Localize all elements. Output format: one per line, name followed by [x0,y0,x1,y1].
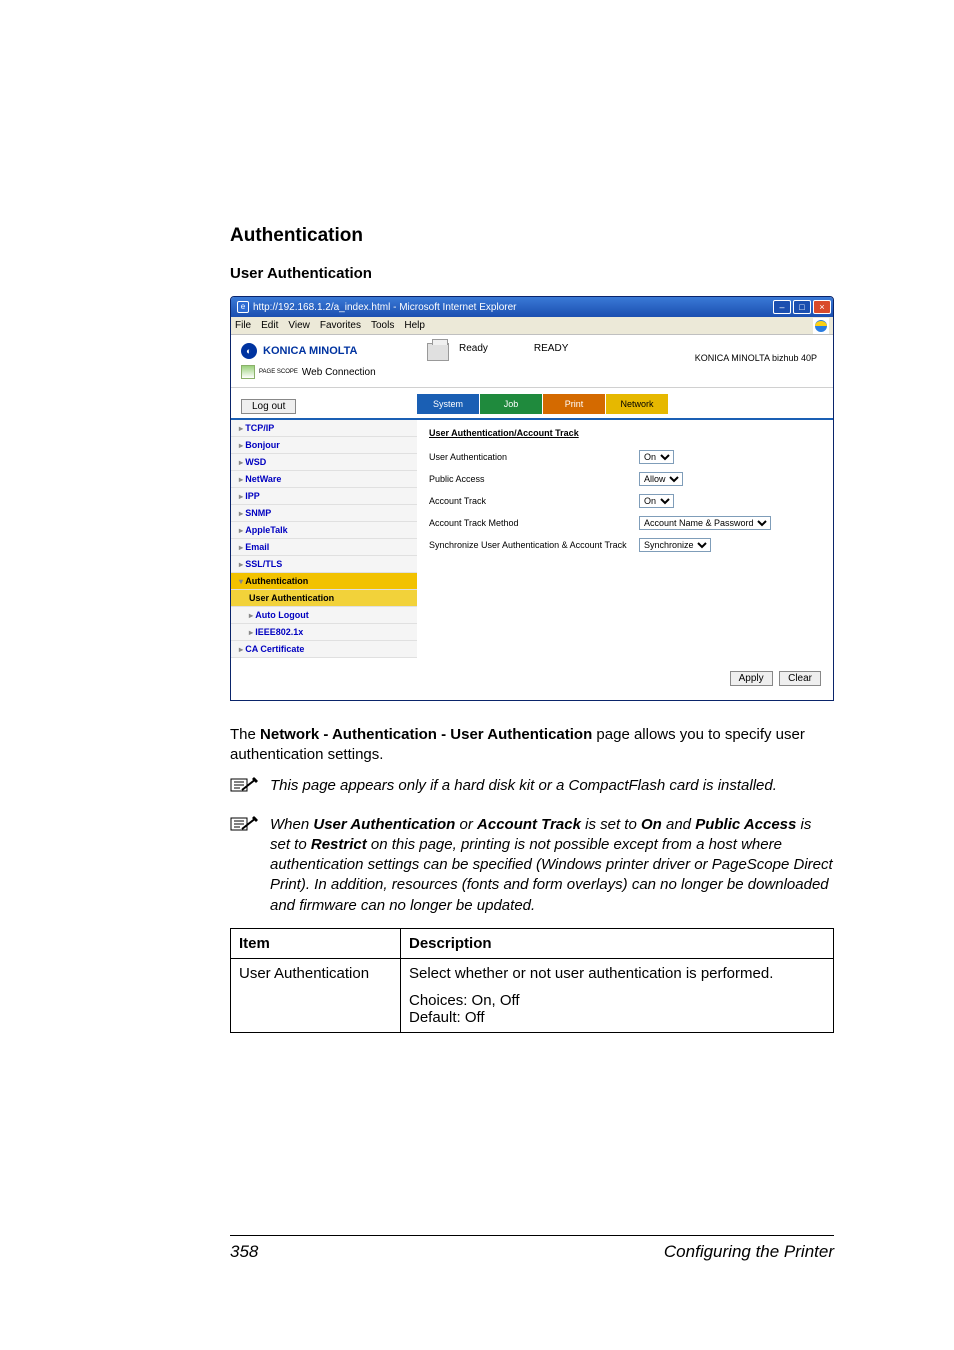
select-user-auth[interactable]: On [639,450,674,464]
window-close-button[interactable]: × [813,300,831,314]
sidebar-item-appletalk[interactable]: AppleTalk [231,522,417,539]
tab-system[interactable]: System [417,394,480,414]
menu-help[interactable]: Help [404,320,425,331]
menu-view[interactable]: View [288,320,310,331]
ie-logo-icon [813,318,829,334]
browser-window: e http://192.168.1.2/a_index.html - Micr… [230,296,834,701]
sidebar-sub-user-auth[interactable]: User Authentication [231,590,417,607]
tab-network[interactable]: Network [606,394,669,414]
logout-button[interactable]: Log out [241,399,296,414]
sidebar-sub-auto-logout[interactable]: Auto Logout [231,607,417,624]
page-footer: 358 Configuring the Printer [230,1235,834,1262]
pagescope-icon [241,365,255,379]
status-ready-big: READY [534,343,568,354]
td-desc-user-auth: Select whether or not user authenticatio… [401,958,834,1032]
printer-icon [427,343,449,361]
select-account-track[interactable]: On [639,494,674,508]
th-description: Description [401,928,834,958]
sidebar: TCP/IP Bonjour WSD NetWare IPP SNMP Appl… [231,420,417,658]
brand-name: KONICA MINOLTA [263,345,358,357]
menu-file[interactable]: File [235,320,251,331]
footer-title: Configuring the Printer [664,1242,834,1262]
window-maximize-button[interactable]: □ [793,300,811,314]
th-item: Item [231,928,401,958]
label-user-auth: User Authentication [429,452,639,462]
form-title: User Authentication/Account Track [429,428,821,438]
heading-authentication: Authentication [230,225,834,247]
window-minimize-button[interactable]: – [773,300,791,314]
brand-dot-icon: ◐ [241,343,257,359]
menu-favorites[interactable]: Favorites [320,320,361,331]
heading-user-authentication: User Authentication [230,265,834,282]
tab-job[interactable]: Job [480,394,543,414]
label-account-track: Account Track [429,496,639,506]
sidebar-sub-ieee[interactable]: IEEE802.1x [231,624,417,641]
status-ready-label: Ready [459,343,488,354]
description-table: Item Description User Authentication Sel… [230,928,834,1033]
clear-button[interactable]: Clear [779,671,821,686]
intro-paragraph: The Network - Authentication - User Auth… [230,725,834,766]
menu-tools[interactable]: Tools [371,320,394,331]
sidebar-item-snmp[interactable]: SNMP [231,505,417,522]
tab-print[interactable]: Print [543,394,606,414]
select-sync[interactable]: Synchronize [639,538,711,552]
apply-button[interactable]: Apply [730,671,773,686]
form-area: User Authentication/Account Track User A… [417,420,833,658]
note-icon [230,815,258,916]
select-account-method[interactable]: Account Name & Password [639,516,771,530]
pagescope-prefix: PAGE SCOPE [259,369,298,375]
ie-icon: e [237,301,249,313]
sidebar-item-ipp[interactable]: IPP [231,488,417,505]
label-account-method: Account Track Method [429,518,639,528]
label-public-access: Public Access [429,474,639,484]
sidebar-item-authentication[interactable]: Authentication [231,573,417,590]
note-icon [230,776,258,803]
sidebar-item-netware[interactable]: NetWare [231,471,417,488]
sidebar-item-bonjour[interactable]: Bonjour [231,437,417,454]
sidebar-item-ca[interactable]: CA Certificate [231,641,417,658]
note1-text: This page appears only if a hard disk ki… [270,776,777,803]
pagescope-label: Web Connection [302,367,376,378]
menu-edit[interactable]: Edit [261,320,278,331]
note2-text: When User Authentication or Account Trac… [270,815,834,916]
sidebar-item-ssl[interactable]: SSL/TLS [231,556,417,573]
sidebar-item-email[interactable]: Email [231,539,417,556]
model-label: KONICA MINOLTA bizhub 40P [695,343,823,363]
td-item-user-auth: User Authentication [231,958,401,1032]
sidebar-item-tcpip[interactable]: TCP/IP [231,420,417,437]
browser-menubar: File Edit View Favorites Tools Help [231,317,833,335]
select-public-access[interactable]: Allow [639,472,683,486]
sidebar-item-wsd[interactable]: WSD [231,454,417,471]
window-title: http://192.168.1.2/a_index.html - Micros… [253,302,516,313]
window-titlebar: e http://192.168.1.2/a_index.html - Micr… [231,297,833,317]
page-number: 358 [230,1242,258,1262]
label-sync: Synchronize User Authentication & Accoun… [429,540,639,550]
